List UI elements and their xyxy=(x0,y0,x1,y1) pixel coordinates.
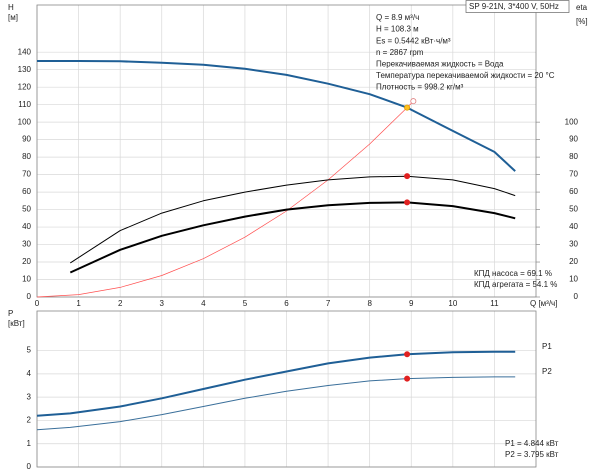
series-label: P2 xyxy=(542,367,552,376)
y-tick-label: 0 xyxy=(27,462,32,471)
plot-frame xyxy=(36,4,537,298)
x-tick-label: 4 xyxy=(201,299,206,308)
x-tick-label: 3 xyxy=(160,299,165,308)
y-axis-label: P xyxy=(8,309,13,318)
y-tick-label: 110 xyxy=(18,100,31,109)
model-box xyxy=(465,0,570,13)
curve xyxy=(69,201,516,274)
y-tick-label: 1 xyxy=(27,439,32,448)
y2-tick-label: 10 xyxy=(569,275,578,284)
y2-tick-label: 50 xyxy=(569,205,578,214)
plot-frame xyxy=(36,310,537,468)
y-tick-label: 140 xyxy=(18,47,32,56)
y-tick-label: 3 xyxy=(27,392,32,401)
series-label: P1 xyxy=(542,342,552,351)
info-line: H = 108.3 м xyxy=(376,25,419,34)
x-tick-label: 9 xyxy=(409,299,414,308)
x-tick-label: 7 xyxy=(326,299,331,308)
y-tick-label: 5 xyxy=(27,346,32,355)
x-tick-label: 1 xyxy=(76,299,81,308)
y-tick-label: 130 xyxy=(18,65,32,74)
x-tick-label: 10 xyxy=(448,299,457,308)
y-axis-label: H xyxy=(8,3,14,12)
y2-tick-label: 70 xyxy=(569,170,578,179)
y-tick-label: 50 xyxy=(22,205,31,214)
x-tick-label: 5 xyxy=(243,299,248,308)
model-label: SP 9-21N, 3*400 V, 50Hz xyxy=(469,2,559,11)
y-tick-label: 2 xyxy=(27,416,32,425)
y-tick-label: 0 xyxy=(27,292,32,301)
curve xyxy=(70,175,516,264)
curve xyxy=(36,350,516,417)
result-line: P2 = 3.795 кВт xyxy=(505,450,559,459)
operating-point xyxy=(404,375,411,382)
y2-tick-label: 90 xyxy=(569,135,578,144)
y2-axis-label: eta xyxy=(576,3,588,12)
y2-tick-label: 100 xyxy=(565,117,579,126)
info-line: Es = 0.5442 кВт·ч/м³ xyxy=(376,36,451,45)
x-tick-label: 6 xyxy=(284,299,289,308)
y-axis-label: [м] xyxy=(8,13,18,22)
y-tick-label: 60 xyxy=(22,187,31,196)
y-tick-label: 70 xyxy=(22,170,31,179)
result-line: P1 = 4.844 кВт xyxy=(505,439,559,448)
info-line: n = 2867 rpm xyxy=(376,48,424,57)
x-tick-label: 8 xyxy=(367,299,372,308)
x-tick-label: 0 xyxy=(35,299,40,308)
y-tick-label: 90 xyxy=(22,135,31,144)
y-axis-label: [кВт] xyxy=(8,319,25,328)
info-line: Температура перекачиваемой жидкости = 20… xyxy=(376,71,555,80)
x-tick-label: 11 xyxy=(490,299,499,308)
y2-axis-label: [%] xyxy=(576,17,588,26)
y2-tick-label: 20 xyxy=(569,257,578,266)
operating-point xyxy=(404,199,411,206)
y2-tick-label: 40 xyxy=(569,222,578,231)
operating-point xyxy=(404,351,411,358)
y2-tick-label: 30 xyxy=(569,240,578,249)
y-tick-label: 80 xyxy=(22,152,31,161)
curve xyxy=(36,376,516,431)
curve xyxy=(36,100,414,298)
y-tick-label: 40 xyxy=(22,222,31,231)
result-line: КПД агрегата = 54.1 % xyxy=(474,280,557,289)
operating-point xyxy=(404,104,411,111)
y2-tick-label: 80 xyxy=(569,152,578,161)
y-tick-label: 100 xyxy=(18,117,32,126)
y2-tick-label: 60 xyxy=(569,187,578,196)
y-tick-label: 10 xyxy=(22,275,31,284)
operating-point xyxy=(410,98,417,105)
y-tick-label: 120 xyxy=(18,82,32,91)
x-axis-label: Q [м³/ч] xyxy=(530,299,557,308)
y-tick-label: 30 xyxy=(22,240,31,249)
y-tick-label: 4 xyxy=(27,369,32,378)
curve xyxy=(37,60,516,172)
operating-point xyxy=(404,173,411,180)
x-tick-label: 2 xyxy=(118,299,123,308)
y2-tick-label: 0 xyxy=(574,292,579,301)
result-line: КПД насоса = 69.1 % xyxy=(474,269,552,278)
y-tick-label: 20 xyxy=(22,257,31,266)
info-line: Перекачиваемая жидкость = Вода xyxy=(376,60,504,69)
info-line: Плотность = 998.2 кг/м³ xyxy=(376,83,464,92)
info-line: Q = 8.9 м³/ч xyxy=(376,13,419,22)
